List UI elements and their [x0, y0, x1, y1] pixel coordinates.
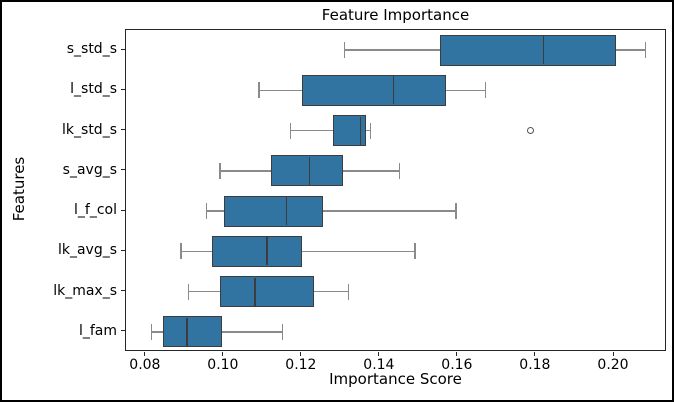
- y-tick-label: s_avg_s: [62, 161, 117, 178]
- x-tick-label: 0.10: [207, 357, 239, 373]
- whisker-line: [344, 49, 441, 51]
- median-line: [308, 156, 311, 185]
- whisker-line: [151, 331, 164, 333]
- whisker-cap: [188, 283, 190, 300]
- whisker-cap: [455, 203, 457, 220]
- whisker-cap: [398, 162, 401, 179]
- whisker-line: [206, 210, 224, 212]
- box: [333, 115, 367, 147]
- whisker-line: [181, 250, 213, 253]
- median-line: [254, 277, 256, 306]
- whisker-cap: [205, 203, 208, 220]
- x-tick-label: 0.16: [441, 357, 473, 373]
- whisker-line: [222, 331, 283, 333]
- x-tick-mark: [144, 352, 146, 356]
- y-tick-mark: [121, 209, 125, 211]
- whisker-line: [259, 89, 302, 92]
- whisker-cap: [281, 323, 284, 340]
- x-tick-mark: [378, 352, 380, 356]
- y-tick-mark: [121, 48, 125, 50]
- median-line: [186, 317, 188, 346]
- box: [212, 235, 302, 267]
- x-tick-label: 0.18: [519, 357, 551, 373]
- x-tick-mark: [222, 352, 224, 356]
- x-tick-label: 0.20: [597, 357, 629, 373]
- whisker-cap: [180, 243, 182, 260]
- median-line: [392, 76, 395, 105]
- whisker-cap: [369, 122, 371, 139]
- box: [301, 74, 447, 106]
- x-tick-label: 0.12: [285, 357, 317, 373]
- whisker-line: [615, 49, 646, 51]
- x-tick-label: 0.08: [129, 357, 161, 373]
- x-tick-mark: [612, 352, 614, 356]
- whisker-cap: [348, 283, 350, 300]
- y-tick-label: lk_std_s: [62, 121, 117, 138]
- y-tick-label: lk_max_s: [53, 282, 117, 299]
- y-tick-mark: [121, 330, 125, 332]
- whisker-cap: [414, 243, 416, 260]
- box: [223, 195, 324, 227]
- whisker-line: [342, 170, 400, 172]
- y-tick-label: l_std_s: [70, 81, 117, 98]
- whisker-line: [301, 250, 415, 253]
- whisker-cap: [344, 42, 346, 59]
- x-tick-mark: [300, 352, 302, 356]
- y-tick-mark: [121, 88, 125, 90]
- whisker-line: [446, 89, 486, 92]
- y-tick-label: l_f_col: [74, 202, 117, 219]
- median-line: [359, 116, 362, 145]
- y-tick-label: l_fam: [78, 322, 117, 339]
- y-tick-label: lk_avg_s: [57, 242, 117, 259]
- box: [163, 316, 222, 348]
- chart-title: Feature Importance: [321, 6, 470, 24]
- x-tick-mark: [456, 352, 458, 356]
- whisker-cap: [151, 323, 153, 340]
- x-axis-label: Importance Score: [329, 370, 462, 388]
- whisker-line: [220, 170, 271, 172]
- y-tick-label: s_std_s: [66, 41, 117, 58]
- box: [220, 276, 314, 308]
- whisker-cap: [219, 162, 221, 179]
- box: [270, 155, 343, 187]
- x-tick-label: 0.14: [363, 357, 395, 373]
- whisker-line: [366, 129, 371, 132]
- y-axis-label: Features: [10, 156, 28, 222]
- y-tick-mark: [121, 249, 125, 251]
- plot-area: [125, 29, 666, 351]
- y-tick-mark: [121, 290, 125, 292]
- median-line: [285, 197, 288, 226]
- y-tick-mark: [121, 129, 125, 131]
- whisker-line: [313, 290, 349, 293]
- outlier-marker: [526, 127, 534, 135]
- whisker-line: [290, 129, 334, 132]
- x-tick-mark: [534, 352, 536, 356]
- median-line: [542, 36, 545, 65]
- whisker-line: [323, 210, 456, 212]
- y-tick-mark: [121, 169, 125, 171]
- whisker-cap: [484, 82, 486, 99]
- whisker-cap: [289, 122, 291, 139]
- box: [440, 34, 616, 66]
- whisker-cap: [258, 82, 260, 99]
- whisker-line: [188, 290, 220, 293]
- whisker-cap: [644, 42, 646, 59]
- median-line: [266, 237, 268, 266]
